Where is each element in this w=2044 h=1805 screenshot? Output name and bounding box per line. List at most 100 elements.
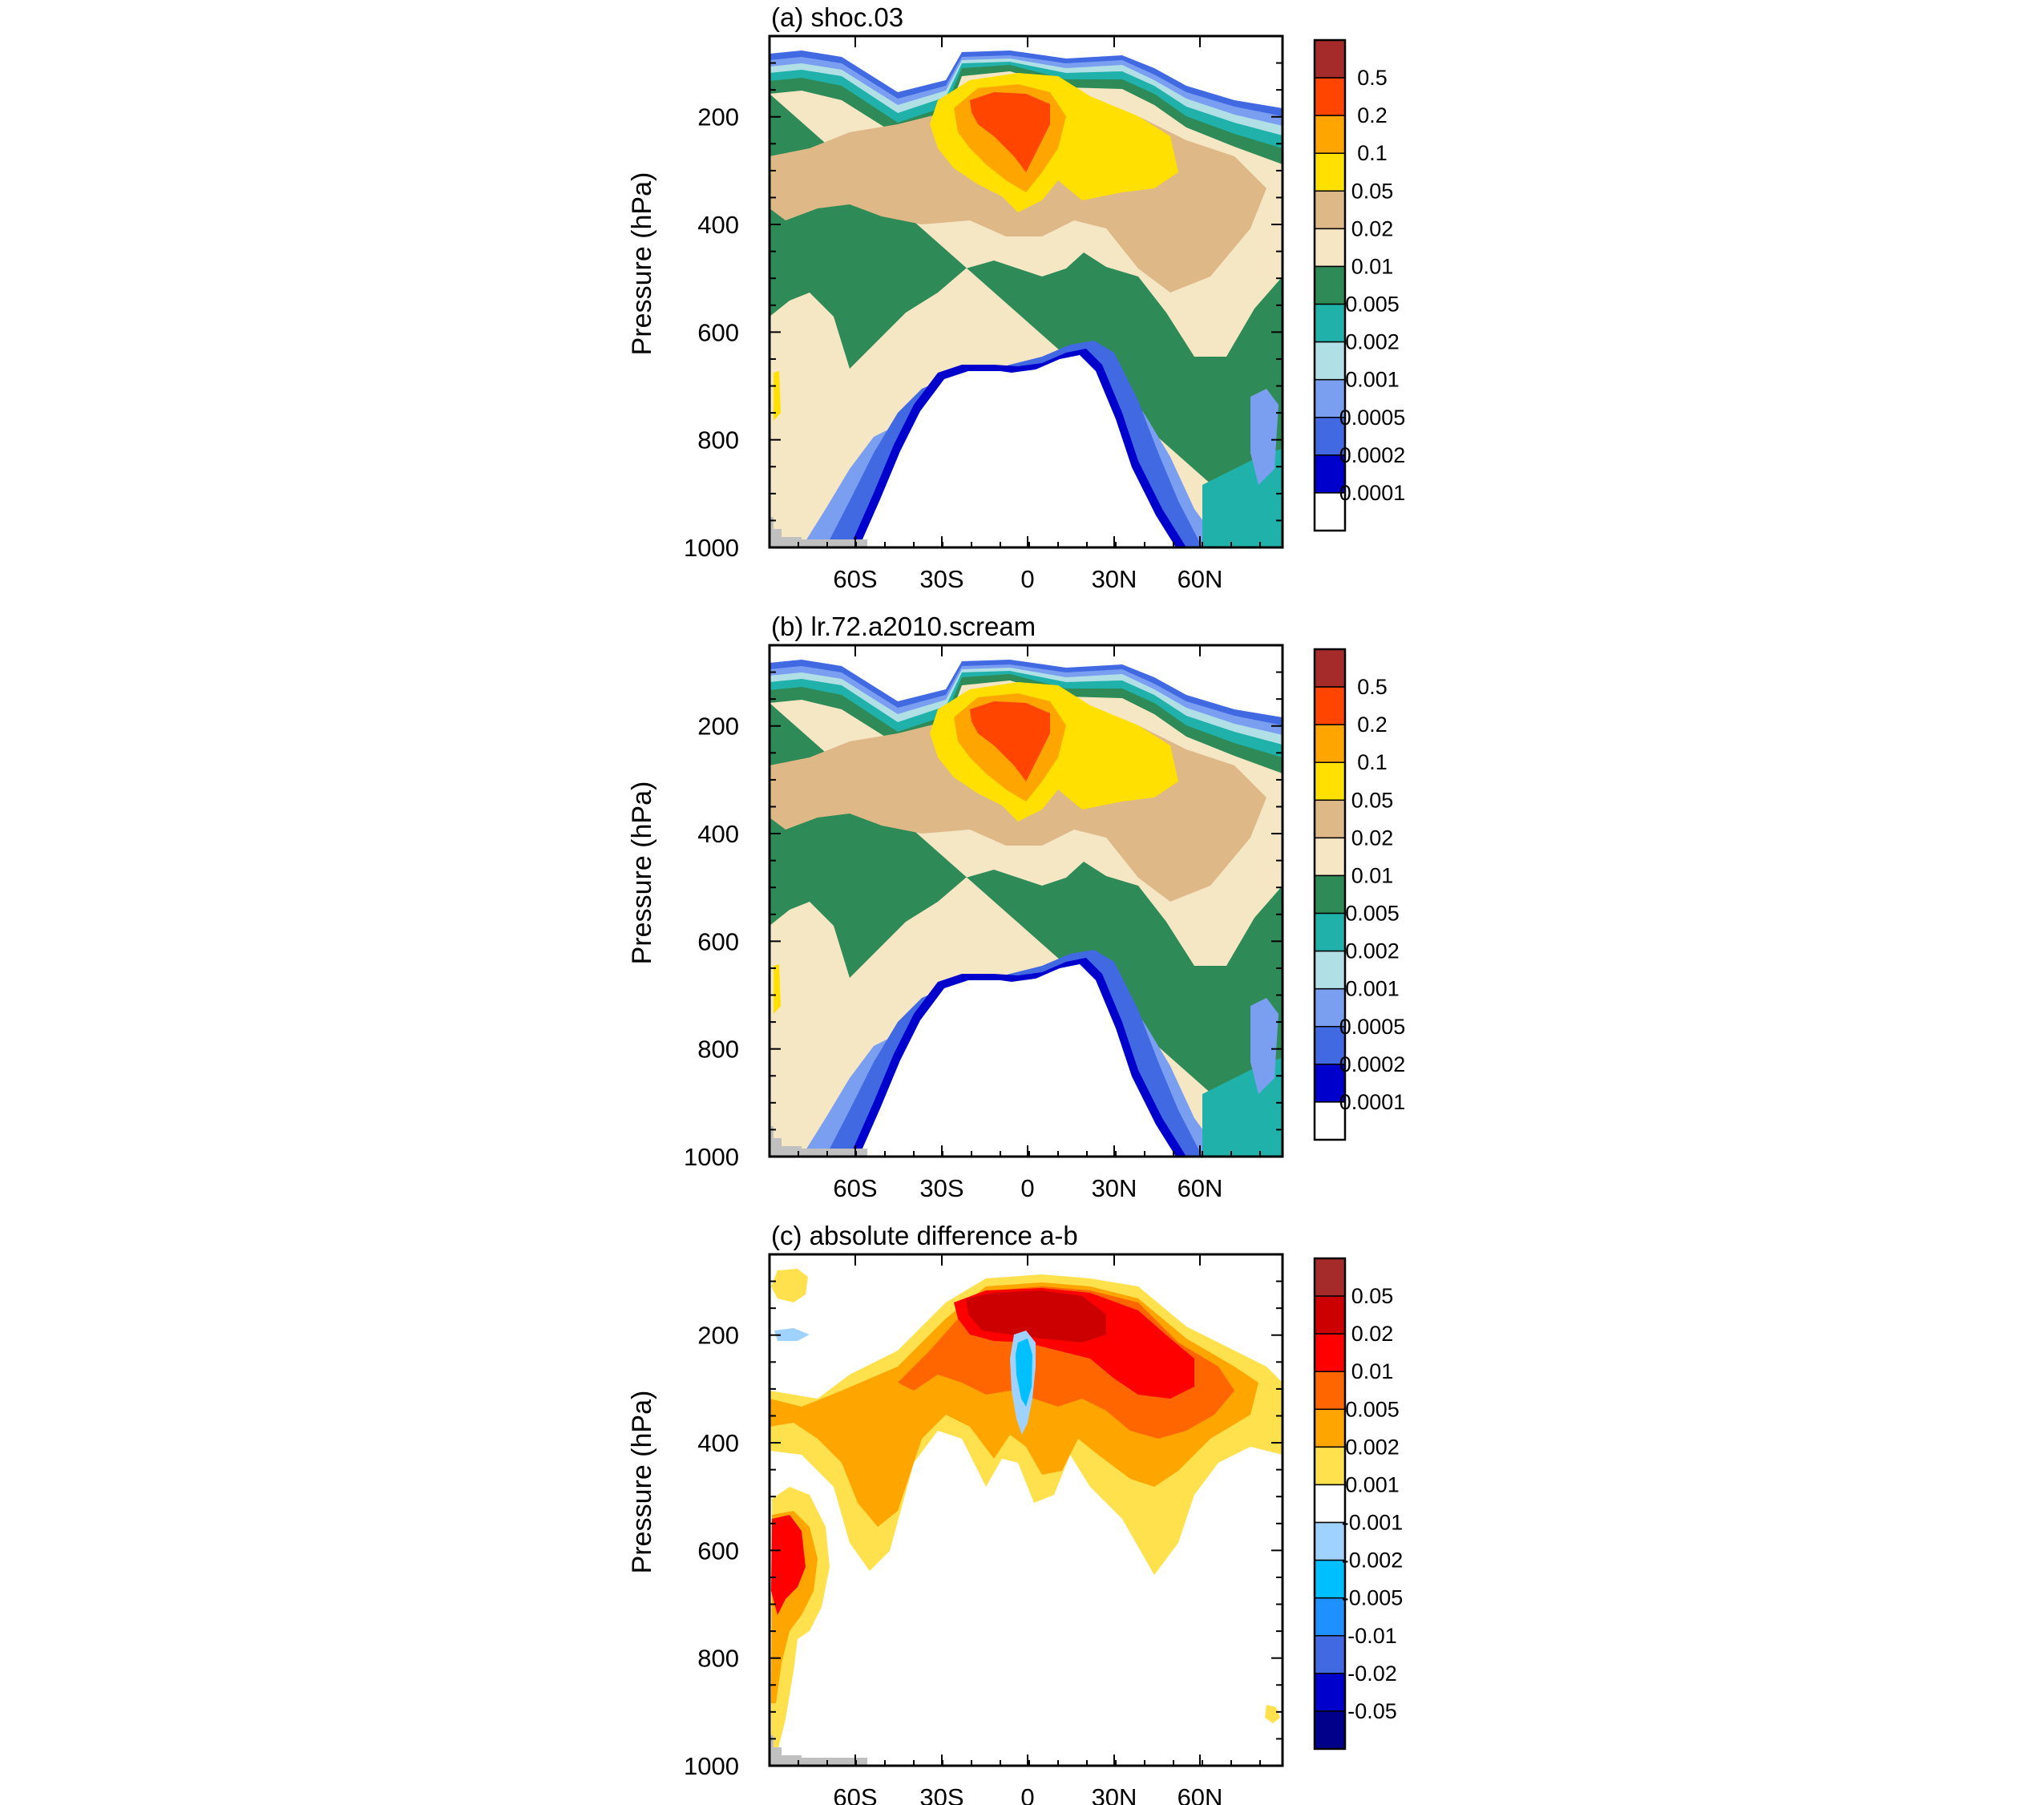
contour-region-0.05 xyxy=(774,371,781,421)
colorbar-label: 0.1 xyxy=(1357,141,1388,165)
colorbar-label: 0.0005 xyxy=(1339,1015,1406,1039)
x-tick-label: 30S xyxy=(919,1783,963,1805)
x-tick-label: 30N xyxy=(1092,1783,1137,1805)
contour-region-0.2 xyxy=(970,701,1050,781)
colorbar-swatch xyxy=(1314,378,1346,418)
colorbar-label: 0.02 xyxy=(1351,826,1394,850)
x-tick-label: 60N xyxy=(1178,1783,1223,1805)
colorbar-label: -0.002 xyxy=(1342,1549,1404,1573)
panel-a: (a) shoc.03 200 400 600 800 1000 60S 30S 0 30N 60N… xyxy=(627,2,1405,593)
colorbar-label: 0.005 xyxy=(1345,902,1400,926)
plot-frame xyxy=(768,644,1284,1158)
y-tick-label: 400 xyxy=(697,211,739,239)
colorbar-label: -0.02 xyxy=(1347,1662,1397,1686)
colorbar-label: 0.2 xyxy=(1357,713,1388,737)
x-tick-label: 60S xyxy=(833,1783,877,1805)
contour-region-0.05 xyxy=(774,964,781,1014)
colorbar-swatch xyxy=(1314,837,1346,877)
colorbar-label: 0.001 xyxy=(1345,977,1400,1001)
colorbar-swatch xyxy=(1314,761,1346,802)
colorbar-label: 0.005 xyxy=(1345,1397,1400,1421)
plot-frame xyxy=(768,1253,1284,1767)
colorbar-swatch xyxy=(1314,724,1346,763)
plot-frame xyxy=(768,34,1284,549)
y-axis-label: Pressure (hPa) xyxy=(627,781,657,965)
colorbar-label: -0.005 xyxy=(1342,1586,1404,1610)
y-axis-label: Pressure (hPa) xyxy=(627,1391,657,1574)
y-tick-label: 200 xyxy=(697,103,739,131)
x-tick-label: 30N xyxy=(1092,565,1137,593)
contour-region-0.001 xyxy=(1265,1705,1280,1723)
contour-region-below-0.0001 xyxy=(858,964,1176,1157)
colorbar-swatch xyxy=(1314,799,1346,839)
y-tick-label: 800 xyxy=(697,426,739,454)
contour-region-0.01 xyxy=(774,942,822,1110)
colorbar-swatch xyxy=(1314,648,1346,688)
topography-mask xyxy=(770,1126,867,1157)
contour-region--0.005 xyxy=(1016,1339,1032,1407)
colorbar-label: 0.001 xyxy=(1345,1472,1400,1496)
colorbar-label: 0.01 xyxy=(1351,254,1394,278)
contour-region-below-0.0001 xyxy=(858,355,1176,547)
colorbar-swatch xyxy=(1314,1597,1346,1637)
y-tick-label: 600 xyxy=(697,1536,739,1565)
colorbar-swatch xyxy=(1314,492,1346,531)
colorbar: 0.05 0.02 0.01 0.005 0.002 0.001 -0.001 -0.002 -… xyxy=(1313,1257,1404,1750)
colorbar-label: 0.002 xyxy=(1345,1435,1400,1459)
x-tick-label: 30S xyxy=(919,1174,963,1202)
colorbar-label: 0.05 xyxy=(1351,179,1394,203)
colorbar-label: 0.5 xyxy=(1357,66,1388,90)
topography-mask xyxy=(770,1735,867,1766)
colorbar-label: 0.01 xyxy=(1351,863,1394,887)
colorbar-label: -0.05 xyxy=(1347,1699,1397,1723)
colorbar-label: 0.05 xyxy=(1351,788,1394,812)
y-axis-label: Pressure (hPa) xyxy=(627,172,657,356)
colorbar-swatch xyxy=(1314,39,1346,79)
colorbar: 0.5 0.2 0.1 0.05 0.02 0.01 0.005 0.002 0.001 0.00… xyxy=(1313,38,1406,532)
y-tick-label: 200 xyxy=(697,1322,739,1350)
colorbar-label: 0.0002 xyxy=(1339,443,1406,467)
colorbar-label: 0.05 xyxy=(1351,1284,1394,1308)
colorbar-swatch xyxy=(1314,1673,1346,1712)
x-tick-label: 0 xyxy=(1020,1174,1034,1202)
colorbar-swatch xyxy=(1314,265,1346,305)
y-tick-label: 200 xyxy=(697,713,739,741)
colorbar-swatch xyxy=(1314,1710,1346,1750)
x-tick-label: 0 xyxy=(1020,1783,1034,1805)
colorbar-swatch xyxy=(1314,303,1346,343)
y-tick-label: 1000 xyxy=(684,1752,739,1780)
contour-region-0.0005 xyxy=(1250,389,1279,485)
colorbar-swatch xyxy=(1314,341,1346,381)
contour-region-0.01 xyxy=(774,333,822,501)
colorbar-swatch xyxy=(1314,1101,1346,1141)
colorbar-label: 0.02 xyxy=(1351,216,1394,240)
y-tick-label: 600 xyxy=(697,318,739,346)
colorbar-swatch xyxy=(1314,228,1346,268)
panel-title: (c) absolute difference a-b xyxy=(771,1221,1078,1250)
x-tick-label: 60N xyxy=(1178,565,1223,593)
topography-mask xyxy=(770,517,867,547)
colorbar-swatch xyxy=(1314,912,1346,952)
colorbar-label: -0.001 xyxy=(1342,1511,1404,1535)
x-tick-label: 0 xyxy=(1020,565,1034,593)
colorbar-swatch xyxy=(1314,1258,1346,1297)
y-tick-label: 1000 xyxy=(684,534,739,562)
contour-field xyxy=(770,1254,1283,1766)
colorbar-swatch xyxy=(1314,1333,1346,1372)
colorbar-swatch xyxy=(1314,1371,1346,1411)
x-tick-label: 60S xyxy=(833,1174,877,1202)
colorbar-swatch xyxy=(1314,152,1346,192)
colorbar-swatch xyxy=(1314,1446,1346,1486)
colorbar-label: 0.02 xyxy=(1351,1322,1394,1346)
colorbar-frame xyxy=(1313,38,1347,532)
contour-region-0.02 xyxy=(966,1290,1106,1343)
x-tick-label: 30S xyxy=(919,565,963,593)
x-tick-label: 30N xyxy=(1092,1174,1137,1202)
contour-region-0.2 xyxy=(970,92,1050,172)
x-tick-label: 60S xyxy=(833,565,877,593)
panel-title: (b) lr.72.a2010.scream xyxy=(771,612,1036,641)
colorbar-swatch xyxy=(1314,686,1346,725)
x-tick-label: 60N xyxy=(1178,1174,1223,1202)
colorbar-swatch xyxy=(1314,874,1346,915)
